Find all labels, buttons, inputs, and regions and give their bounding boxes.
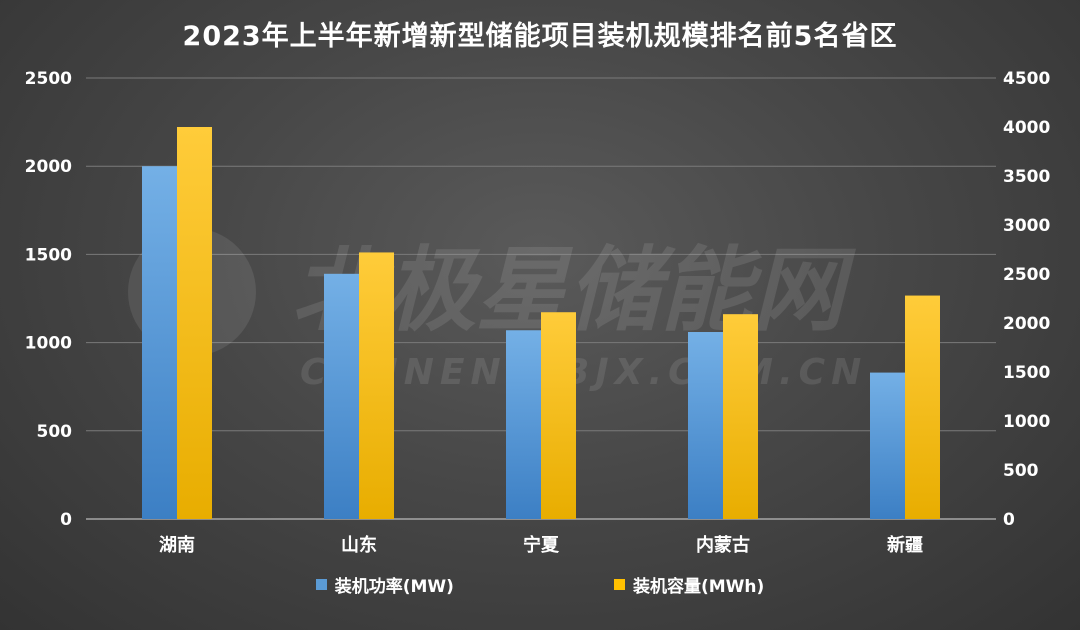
chart-title: 2023年上半年新增新型储能项目装机规模排名前5名省区 <box>182 21 898 52</box>
y-right-tick-label: 0 <box>1003 510 1015 530</box>
y-left-tick-label: 2500 <box>25 69 72 89</box>
x-category-label: 湖南 <box>159 534 195 556</box>
y-right-tick-label: 4000 <box>1003 118 1050 138</box>
x-category-label: 新疆 <box>887 534 923 556</box>
legend: 装机功率(MW) 装机容量(MWh) <box>0 572 1080 597</box>
y-right-tick-label: 3000 <box>1003 216 1050 236</box>
legend-label-capacity: 装机容量(MWh) <box>632 577 765 597</box>
x-category-label: 内蒙古 <box>696 534 750 556</box>
x-category-label: 宁夏 <box>523 534 560 556</box>
bar-capacity-2 <box>541 312 576 519</box>
y-left-tick-label: 1000 <box>25 334 72 354</box>
bar-capacity-1 <box>359 252 394 519</box>
bar-capacity-4 <box>905 295 940 519</box>
bar-power-3 <box>688 332 723 519</box>
y-right-tick-label: 1500 <box>1003 363 1050 383</box>
y-right-tick-label: 2000 <box>1003 314 1050 334</box>
y-right-tick-label: 500 <box>1003 461 1039 481</box>
y-right-tick-label: 4500 <box>1003 69 1050 89</box>
legend-item-power: 装机功率(MW) <box>315 572 454 597</box>
bar-power-1 <box>324 273 359 519</box>
axes: 0 500 1000 1500 2000 2500 0 500 1000 1500 2000 2500… <box>25 69 1051 556</box>
x-category-label: 山东 <box>341 534 377 556</box>
y-left-tick-label: 1500 <box>25 245 72 265</box>
y-right-tick-label: 1000 <box>1003 412 1050 432</box>
y-right-tick-label: 2500 <box>1003 265 1050 285</box>
legend-swatch-capacity <box>613 579 625 590</box>
y-left-tick-label: 0 <box>60 510 72 530</box>
y-right-tick-label: 3500 <box>1003 167 1050 187</box>
y-left-tick-label: 2000 <box>25 157 72 177</box>
bar-power-2 <box>506 330 541 519</box>
bar-power-4 <box>870 372 905 519</box>
bar-power-0 <box>142 166 177 519</box>
bar-capacity-3 <box>723 314 758 519</box>
legend-item-capacity: 装机容量(MWh) <box>613 572 765 597</box>
bar-capacity-0 <box>177 127 212 519</box>
bars <box>142 127 940 519</box>
legend-swatch-power <box>315 579 327 590</box>
y-left-tick-label: 500 <box>37 422 73 442</box>
legend-label-power: 装机功率(MW) <box>334 577 454 597</box>
